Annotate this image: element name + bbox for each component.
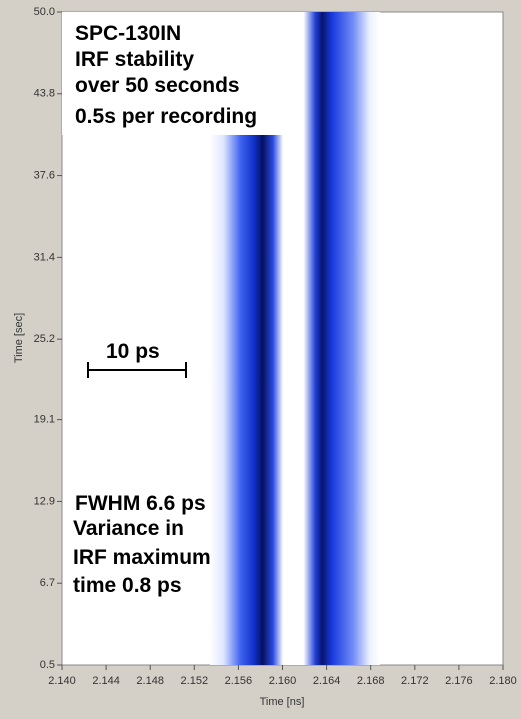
annotation: IRF maximum [73, 546, 211, 569]
x-axis-label: Time [ns] [260, 696, 305, 708]
y-tick-label: 12.9 [34, 495, 55, 507]
y-tick-label: 37.6 [34, 169, 55, 181]
y-tick-label: 50.0 [34, 6, 55, 18]
label-box [62, 12, 298, 135]
y-tick-label: 19.1 [34, 414, 55, 426]
x-tick-label: 2.148 [136, 675, 164, 687]
annotation: over 50 seconds [75, 74, 240, 97]
x-tick-label: 2.180 [489, 675, 517, 687]
x-tick-label: 2.168 [357, 675, 385, 687]
annotation: SPC-130IN [75, 22, 181, 45]
scale-label: 10 ps [106, 340, 160, 363]
x-tick-label: 2.140 [48, 675, 76, 687]
x-tick-label: 2.144 [92, 675, 120, 687]
x-tick-label: 2.176 [445, 675, 473, 687]
x-tick-label: 2.160 [269, 675, 297, 687]
annotation: time 0.8 ps [73, 574, 182, 597]
x-tick-label: 2.172 [401, 675, 429, 687]
y-tick-label: 43.8 [34, 88, 55, 100]
annotation: Variance in [73, 517, 184, 540]
annotation: FWHM 6.6 ps [75, 492, 206, 515]
x-tick-label: 2.152 [181, 675, 209, 687]
annotation: 0.5s per recording [75, 105, 257, 128]
y-tick-label: 25.2 [34, 333, 55, 345]
annotation: IRF stability [75, 48, 194, 71]
x-tick-label: 2.164 [313, 675, 341, 687]
y-axis-label: Time [sec] [13, 313, 25, 363]
y-tick-label: 31.4 [34, 251, 55, 263]
x-tick-label: 2.156 [225, 675, 253, 687]
y-tick-label: 6.7 [40, 577, 55, 589]
y-tick-label: 0.5 [40, 659, 55, 671]
